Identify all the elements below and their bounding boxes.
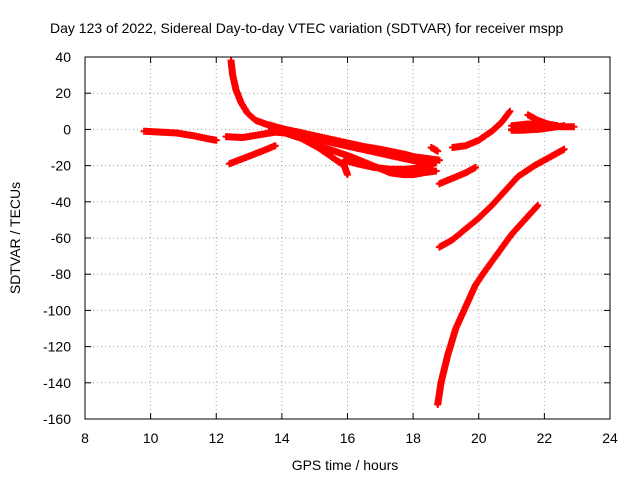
ticks-layer: 8 10 12 14 16 18 20 22 24 40 20 0 -20 -40 -60 -80 -100 -1… <box>43 49 618 446</box>
data-point-markers <box>508 125 548 134</box>
y-tick-label: 40 <box>55 49 71 65</box>
y-tick-label: -20 <box>51 158 71 174</box>
chart-title: Day 123 of 2022, Sidereal Day-to-day VTE… <box>50 20 563 36</box>
data-point-markers <box>225 142 279 168</box>
data-point-markers <box>227 57 443 164</box>
series-s8 <box>427 144 442 155</box>
x-tick-label: 24 <box>602 430 618 446</box>
x-axis-label: GPS time / hours <box>292 457 399 473</box>
x-tick-label: 16 <box>340 430 356 446</box>
series-s12 <box>434 201 542 408</box>
series-s1 <box>140 127 220 144</box>
grid-layer <box>85 57 610 419</box>
x-tick-label: 8 <box>81 430 89 446</box>
series-s3 <box>227 57 443 164</box>
data-point-markers <box>340 156 437 173</box>
y-tick-label: 20 <box>55 85 71 101</box>
x-tick-label: 22 <box>537 430 553 446</box>
data-point-markers <box>434 201 542 408</box>
series-s7 <box>340 156 437 173</box>
series-s4 <box>225 142 279 168</box>
x-tick-label: 10 <box>143 430 159 446</box>
data-point-markers <box>524 111 561 130</box>
x-tick-label: 18 <box>405 430 421 446</box>
data-point-markers <box>427 144 442 155</box>
x-tick-label: 12 <box>208 430 224 446</box>
y-tick-label: -80 <box>51 266 71 282</box>
y-tick-label: -160 <box>43 411 71 427</box>
series-s11 <box>435 145 568 251</box>
y-axis-label: SDTVAR / TECUs <box>7 182 23 294</box>
series-s15 <box>524 111 561 130</box>
y-tick-label: -60 <box>51 230 71 246</box>
series-s9 <box>435 163 479 188</box>
y-tick-label: 0 <box>63 121 71 137</box>
marks-layer <box>140 57 578 408</box>
y-tick-label: -40 <box>51 194 71 210</box>
series-s10 <box>449 107 514 151</box>
data-point-markers <box>449 107 514 151</box>
y-tick-label: -100 <box>43 302 71 318</box>
series-s16 <box>508 125 548 134</box>
y-tick-label: -140 <box>43 375 71 391</box>
x-tick-label: 14 <box>274 430 290 446</box>
data-point-markers <box>140 127 220 144</box>
y-tick-label: -120 <box>43 339 71 355</box>
data-point-markers <box>435 145 568 251</box>
x-tick-label: 20 <box>471 430 487 446</box>
data-point-markers <box>435 163 479 188</box>
